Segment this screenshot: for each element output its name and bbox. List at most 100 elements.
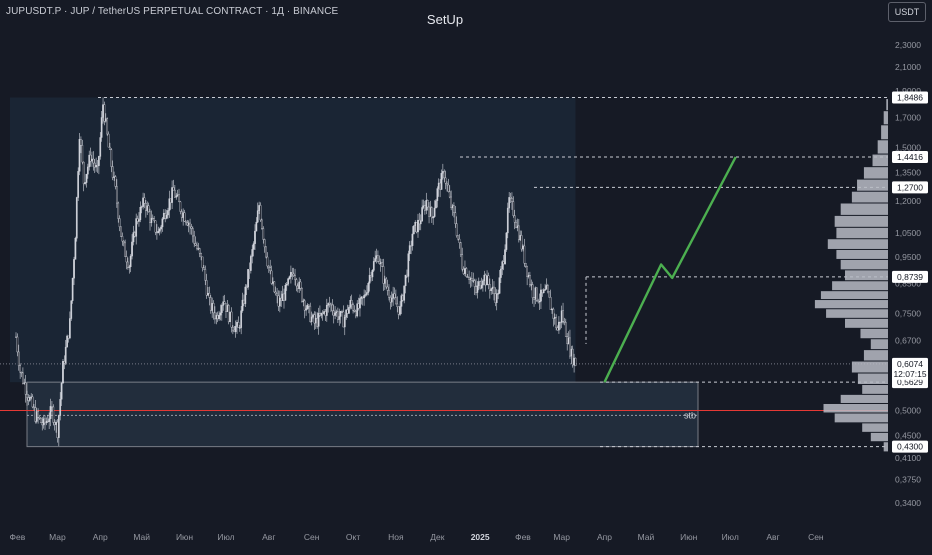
price-level-tag: 1,8486 [897,92,923,102]
candle-body [193,235,196,244]
candle-body [156,231,158,234]
volume-profile-bar [836,227,888,239]
candle-body [314,317,317,324]
candle-body [194,243,197,246]
x-tick-label: Фев [515,532,531,542]
candle-body [399,306,401,315]
candle-body [211,303,214,311]
candle-body [89,154,92,162]
candle-body [450,196,452,209]
candle-body [17,351,20,366]
candle-body [517,225,520,241]
candle-body [573,357,575,366]
candle-body [574,357,577,366]
candle-body [102,104,104,118]
x-tick-label: Сен [808,532,824,542]
candle-body [556,327,559,331]
candle-body [56,421,59,438]
candle-body [346,309,349,314]
candle-body [433,207,436,217]
candle-body [139,207,142,220]
candle-body [113,176,115,178]
candle-body [461,254,464,270]
candle-body [120,226,122,237]
candle-body [360,296,363,299]
candle-body [544,289,546,291]
currency-button[interactable]: USDT [888,2,926,22]
candle-body [259,205,262,221]
candle-body [215,315,218,320]
candle-body [262,228,265,240]
candle-body [146,205,149,211]
candle-body [371,270,374,278]
price-level-tag-box [892,270,928,283]
candle-body [406,274,408,277]
candle-body [196,244,198,249]
candle-body [162,212,165,220]
candle-body [296,285,299,289]
candle-body [143,197,146,204]
candle-body [219,312,222,316]
candle-body [153,218,155,221]
candle-body [498,277,501,294]
candle-body [475,286,477,293]
candle-body [305,308,307,311]
y-tick-label: 0,7500 [895,308,921,318]
volume-profile-bar [834,215,888,227]
candle-body [327,303,330,306]
candle-body [151,217,154,220]
candle-body [537,299,540,303]
candle-body [261,219,263,229]
candle-body [342,311,345,328]
candle-body [444,177,447,184]
candle-body [377,255,379,262]
candle-body [142,197,144,207]
candle-body [559,321,562,324]
volume-profile-bar [826,309,888,318]
candle-body [98,156,100,166]
candle-body [349,300,352,308]
accumulation-zone-box [26,381,699,448]
candle-body [121,236,124,242]
candle-body [274,291,277,295]
candle-body [319,312,321,316]
candle-body [312,314,314,318]
candle-body [388,290,390,298]
candle-body [339,311,342,317]
candle-body [118,218,121,228]
candle-body [92,158,95,164]
candle-body [560,310,563,323]
candle-body [107,133,110,148]
candle-body [238,327,241,329]
candle-body [136,218,139,222]
candle-body [198,248,201,254]
candle-body [529,275,531,285]
candle-body [451,205,454,209]
candle-body [236,322,238,327]
x-tick-label: Май [133,532,150,542]
candle-body [207,293,209,296]
candle-body [277,295,280,307]
current-price-tag-box [892,357,928,380]
candle-body [486,275,488,286]
candle-body [310,316,313,322]
zones-layer: stb [0,97,888,448]
candle-body [374,258,377,262]
projection-layer [603,156,737,383]
candle-body [469,278,472,280]
candle-body [334,312,336,316]
symbol-info[interactable]: JUPUSDT.P · JUP / TetherUS PERPETUAL CON… [6,6,339,17]
candle-body [258,205,260,211]
candle-body [34,407,37,422]
candle-body [127,261,129,268]
candle-body [564,322,567,337]
candle-body [22,372,24,384]
y-tick-label: 0,4500 [895,431,921,441]
x-tick-label: Апр [597,532,612,542]
candle-body [411,233,414,246]
price-level-tag-box [892,181,928,194]
candle-body [414,222,417,226]
candle-body [424,205,426,211]
